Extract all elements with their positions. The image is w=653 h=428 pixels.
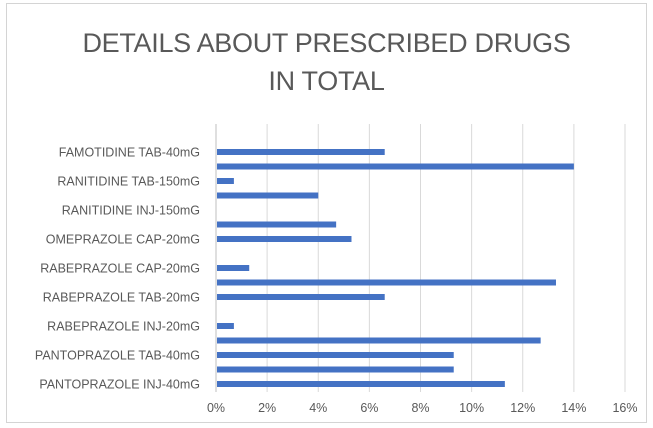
- bar: [217, 192, 319, 199]
- category-label: FAMOTIDINE TAB-40mG: [59, 146, 200, 160]
- bars: [217, 149, 574, 387]
- bar: [217, 236, 352, 242]
- category-label: RABEPRAZOLE TAB-20mG: [43, 291, 200, 305]
- x-tick-label: 6%: [360, 401, 378, 415]
- category-label: RABEPRAZOLE CAP-20mG: [40, 262, 200, 276]
- bar: [217, 381, 505, 387]
- x-tick-label: 12%: [510, 401, 535, 415]
- x-tick-label: 16%: [612, 401, 637, 415]
- x-tick-label: 0%: [207, 401, 225, 415]
- chart-title-line-2: IN TOTAL: [268, 66, 385, 96]
- bar: [217, 294, 385, 300]
- bar: [217, 366, 454, 373]
- bar: [217, 163, 574, 170]
- category-label: RABEPRAZOLE INJ-20mG: [47, 320, 200, 334]
- chart-title-line-1: DETAILS ABOUT PRESCRIBED DRUGS: [82, 28, 571, 58]
- category-label: RANITIDINE TAB-150mG: [57, 175, 200, 189]
- x-tick-label: 10%: [459, 401, 484, 415]
- bar: [217, 323, 234, 329]
- bar: [217, 337, 541, 344]
- category-label: PANTOPRAZOLE TAB-40mG: [35, 349, 200, 363]
- x-tick-label: 14%: [561, 401, 586, 415]
- bar: [217, 279, 556, 286]
- category-label: RANITIDINE INJ-150mG: [62, 204, 200, 218]
- bar: [217, 352, 454, 358]
- category-label: PANTOPRAZOLE INJ-40mG: [39, 378, 200, 392]
- bar: [217, 221, 337, 228]
- x-tick-label: 8%: [411, 401, 429, 415]
- category-label: OMEPRAZOLE CAP-20mG: [46, 233, 200, 247]
- bar: [217, 149, 385, 155]
- category-labels: FAMOTIDINE TAB-40mG RANITIDINE TAB-150mG R…: [35, 146, 200, 392]
- bar: [217, 265, 250, 271]
- bar: [217, 178, 234, 184]
- x-tick-label: 4%: [309, 401, 327, 415]
- x-tick-label: 2%: [258, 401, 276, 415]
- x-tick-labels: 0% 2% 4% 6% 8% 10% 12% 14% 16%: [207, 401, 638, 415]
